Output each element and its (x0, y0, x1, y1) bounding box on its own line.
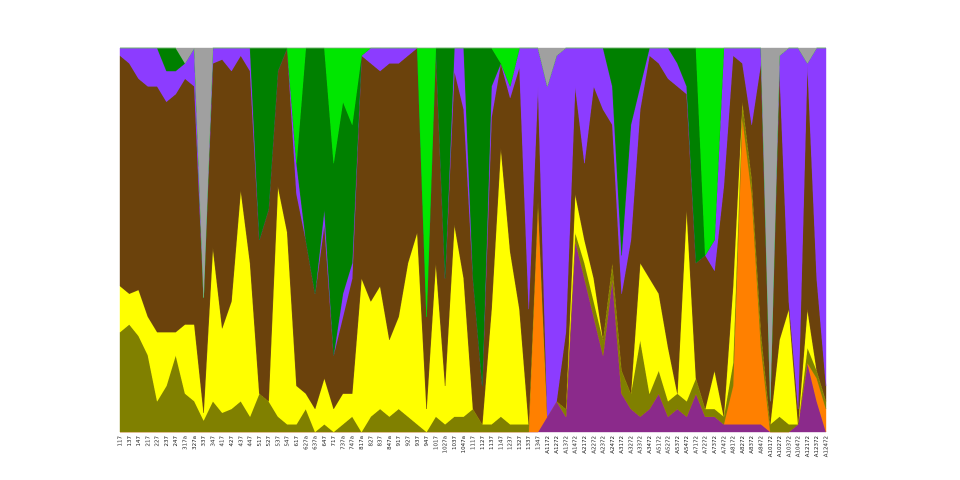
x-tick-label: 517 (257, 436, 263, 447)
x-tick-label: A10172 (768, 436, 774, 457)
x-tick-label: A2272 (591, 436, 597, 454)
x-tick-label: 1117 (471, 436, 477, 450)
x-tick-label: 1327 (517, 436, 523, 450)
x-tick-label: A12172 (805, 436, 811, 457)
x-tick-label: 147 (136, 436, 142, 447)
x-tick-label: 527 (266, 436, 272, 447)
x-tick-label: 1037 (452, 436, 458, 450)
x-tick-label: 1027a (443, 436, 449, 453)
x-tick-label: A1172 (545, 436, 551, 454)
plot-area (119, 47, 827, 433)
x-tick-label: A8272 (740, 436, 746, 454)
x-tick-label: A12372 (814, 436, 820, 457)
x-tick-label: 827 (368, 436, 374, 447)
x-tick-label: 347 (210, 436, 216, 447)
x-tick-label: 1147 (498, 436, 504, 450)
area (120, 47, 826, 402)
x-tick-label: 1137 (489, 436, 495, 450)
x-tick-label: A3472 (647, 436, 653, 454)
x-tick-label: 137 (127, 436, 133, 447)
x-tick-label: A5272 (666, 436, 672, 454)
x-tick-label: 647 (322, 436, 328, 447)
x-tick-label: 837 (378, 436, 384, 447)
x-tick-label: A8472 (758, 436, 764, 454)
x-tick-label: 947 (424, 436, 430, 447)
x-tick-label: A2372 (601, 436, 607, 454)
x-tick-label: 637a (313, 436, 319, 450)
x-tick-label: A8172 (731, 436, 737, 454)
x-tick-label: A1272 (554, 436, 560, 454)
x-tick-label: 217 (145, 436, 151, 447)
x-tick-label: 1337 (526, 436, 532, 450)
x-tick-label: 117 (118, 436, 124, 447)
x-tick-label: 1127 (480, 436, 486, 450)
x-tick-label: A2472 (610, 436, 616, 454)
x-tick-label: 327a (192, 436, 198, 450)
x-tick-label: 237 (164, 436, 170, 447)
x-tick-label: 1347 (536, 436, 542, 450)
x-tick-label: 227 (155, 436, 161, 447)
x-tick-label: A3172 (619, 436, 625, 454)
x-tick-label: 927 (405, 436, 411, 447)
x-tick-label: 1017 (433, 436, 439, 450)
x-tick-label: 317a (183, 436, 189, 450)
x-tick-label: 247 (173, 436, 179, 447)
x-tick-label: 817a (359, 436, 365, 450)
x-tick-label: A1372 (563, 436, 569, 454)
x-tick-label: A10372 (786, 436, 792, 457)
x-tick-label: A10472 (796, 436, 802, 457)
x-tick-label: 847a (387, 436, 393, 450)
x-tick-label: 427 (229, 436, 235, 447)
x-tick-label: 537 (275, 436, 281, 447)
x-tick-label: 417 (220, 436, 226, 447)
x-tick-label: A10272 (777, 436, 783, 457)
x-tick-label: A7272 (703, 436, 709, 454)
x-tick-label: 447 (248, 436, 254, 447)
x-tick-label: 917 (396, 436, 402, 447)
x-tick-label: 937 (415, 436, 421, 447)
x-tick-label: A7472 (721, 436, 727, 454)
x-tick-label: A2172 (582, 436, 588, 454)
x-tick-label: A7172 (693, 436, 699, 454)
x-tick-label: A12472 (824, 436, 830, 457)
x-tick-label: A5172 (656, 436, 662, 454)
x-tick-label: 627a (303, 436, 309, 450)
x-axis: 117 137 147 217 227 237 247 317a 327a 337 347 417 42… (118, 436, 830, 458)
x-tick-label: 1047a (461, 436, 467, 453)
x-tick-label: A7372 (712, 436, 718, 454)
x-tick-label: A8372 (749, 436, 755, 454)
x-tick-label: A3272 (628, 436, 634, 454)
x-tick-label: 617 (294, 436, 300, 447)
x-tick-label: 337 (201, 436, 207, 447)
x-tick-label: 547 (285, 436, 291, 447)
x-tick-label: 1237 (508, 436, 514, 450)
x-tick-label: 747a (350, 436, 356, 450)
x-tick-label: 437 (238, 436, 244, 447)
x-tick-label: 737a (340, 436, 346, 450)
x-tick-label: A1472 (573, 436, 579, 454)
x-tick-label: 717 (331, 436, 337, 447)
x-tick-label: A3372 (638, 436, 644, 454)
x-tick-label: A5472 (684, 436, 690, 454)
x-tick-label: A5372 (675, 436, 681, 454)
